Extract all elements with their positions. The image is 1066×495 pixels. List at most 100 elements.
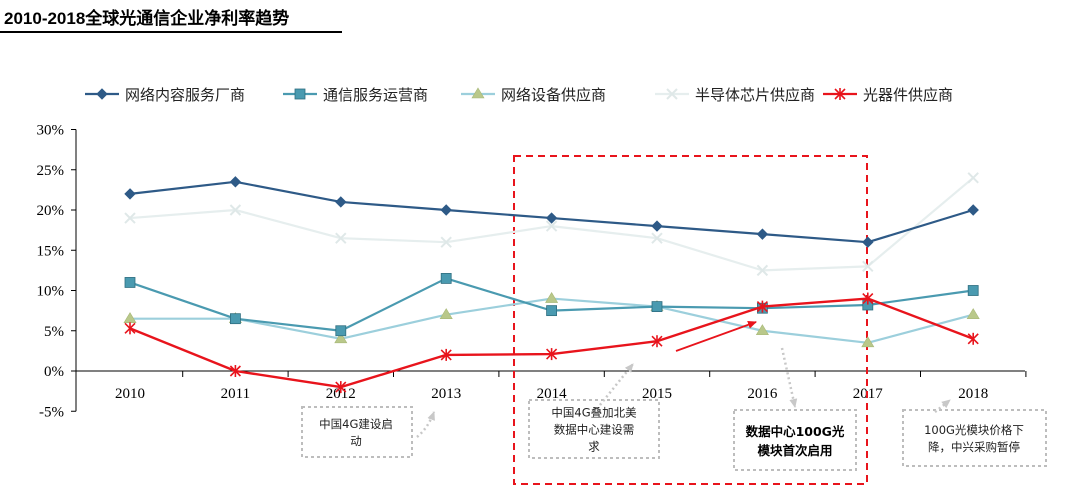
axes: -5% 0% 5% 10% 15% 20% 25% 30% 2010 2011 2012 2013 20…	[37, 123, 1027, 420]
legend-item: 网络设备供应商	[461, 86, 606, 104]
y-tick-label: 25%	[37, 163, 65, 179]
legend-label: 网络设备供应商	[501, 86, 606, 104]
series-line	[129, 180, 974, 244]
series-line	[129, 176, 974, 272]
legend-label: 通信服务运营商	[323, 86, 428, 104]
series-layer	[123, 172, 980, 394]
chart-title: 2010-2018全球光通信企业净利率趋势	[4, 9, 290, 28]
legend-label: 半导体芯片供应商	[695, 86, 815, 104]
y-tick-label: 10%	[37, 284, 65, 300]
x-tick-label: 2017	[853, 386, 884, 402]
data-point	[440, 204, 452, 216]
annotation-text: 模块首次启用	[757, 443, 832, 458]
legend-item: 通信服务运营商	[283, 86, 428, 104]
annotation-box	[528, 399, 660, 459]
data-point	[651, 301, 663, 313]
y-tick-label: 30%	[37, 123, 65, 139]
data-point	[967, 172, 979, 184]
annotation-text: 中国4G叠加北美	[551, 406, 637, 420]
x-tick-label: 2010	[115, 386, 145, 402]
series-1	[124, 273, 979, 337]
data-point	[862, 260, 874, 273]
data-point	[229, 176, 242, 188]
data-point	[439, 308, 453, 319]
x-tick-label: 2011	[221, 386, 250, 402]
data-point	[440, 348, 452, 361]
data-point	[546, 348, 558, 361]
data-point	[756, 300, 768, 313]
data-point	[755, 324, 769, 336]
data-point	[471, 87, 485, 99]
data-point	[967, 332, 979, 345]
data-point	[651, 335, 663, 348]
data-point	[229, 313, 241, 325]
data-point	[440, 273, 452, 284]
data-point	[124, 322, 136, 335]
annotation-text: 动	[350, 434, 362, 448]
annotation-text: 降，中兴采购暂停	[928, 440, 1020, 454]
x-tick-label: 2015	[642, 386, 672, 402]
data-point	[229, 365, 241, 377]
data-point	[666, 88, 678, 100]
data-point	[966, 308, 980, 319]
data-point	[861, 336, 875, 348]
legend-item: 网络内容服务厂商	[85, 86, 245, 104]
data-point	[545, 291, 559, 303]
legend-item: 光器件供应商	[823, 86, 953, 104]
arrow-2016	[780, 347, 798, 408]
data-point	[229, 204, 242, 216]
data-point	[335, 325, 347, 337]
annotation-text: 数据中心建设需	[554, 423, 635, 437]
highlight-rect	[513, 155, 868, 485]
annotation-box	[733, 409, 857, 471]
annotation-box	[902, 409, 1047, 467]
series-4	[124, 292, 979, 394]
data-point	[294, 88, 306, 100]
data-point	[335, 381, 347, 394]
x-tick-label: 2018	[958, 386, 988, 402]
data-point	[334, 332, 348, 344]
data-point	[834, 88, 846, 100]
arrow-2012	[416, 411, 436, 438]
data-point	[124, 212, 136, 224]
y-tick-label: 5%	[44, 324, 64, 340]
x-tick-label: 2012	[326, 386, 356, 402]
data-point	[756, 228, 769, 240]
data-point	[862, 292, 874, 305]
legend: 网络内容服务厂商 通信服务运营商 网络设备供应商 半导体芯片供应商 光器件供应商	[85, 86, 953, 104]
y-tick-label: 0%	[44, 364, 64, 380]
legend-label: 光器件供应商	[863, 86, 953, 104]
data-point	[335, 196, 347, 208]
annotation-box	[301, 406, 413, 458]
y-tick-label: 20%	[37, 203, 65, 219]
annotation-text: 求	[588, 440, 600, 454]
data-point	[967, 204, 979, 216]
series-0	[124, 176, 979, 248]
data-point	[124, 277, 136, 288]
data-point	[440, 236, 452, 248]
data-point	[756, 264, 769, 277]
data-point	[124, 188, 136, 200]
y-tick-label: 15%	[37, 243, 65, 259]
data-point	[545, 220, 558, 232]
data-point	[967, 285, 979, 296]
arrow-2014	[599, 363, 634, 406]
data-point	[545, 212, 558, 224]
data-point	[651, 220, 663, 232]
annotation-text: 100G光模块价格下	[924, 423, 1024, 437]
data-point	[862, 236, 874, 248]
arrow-2018	[934, 399, 951, 413]
data-point	[546, 305, 557, 317]
data-point	[651, 232, 663, 244]
data-point	[96, 88, 108, 100]
legend-item: 半导体芯片供应商	[655, 86, 815, 104]
annotation-text: 中国4G建设启	[319, 417, 393, 431]
x-tick-label: 2014	[537, 386, 568, 402]
x-tick-label: 2013	[431, 386, 461, 402]
